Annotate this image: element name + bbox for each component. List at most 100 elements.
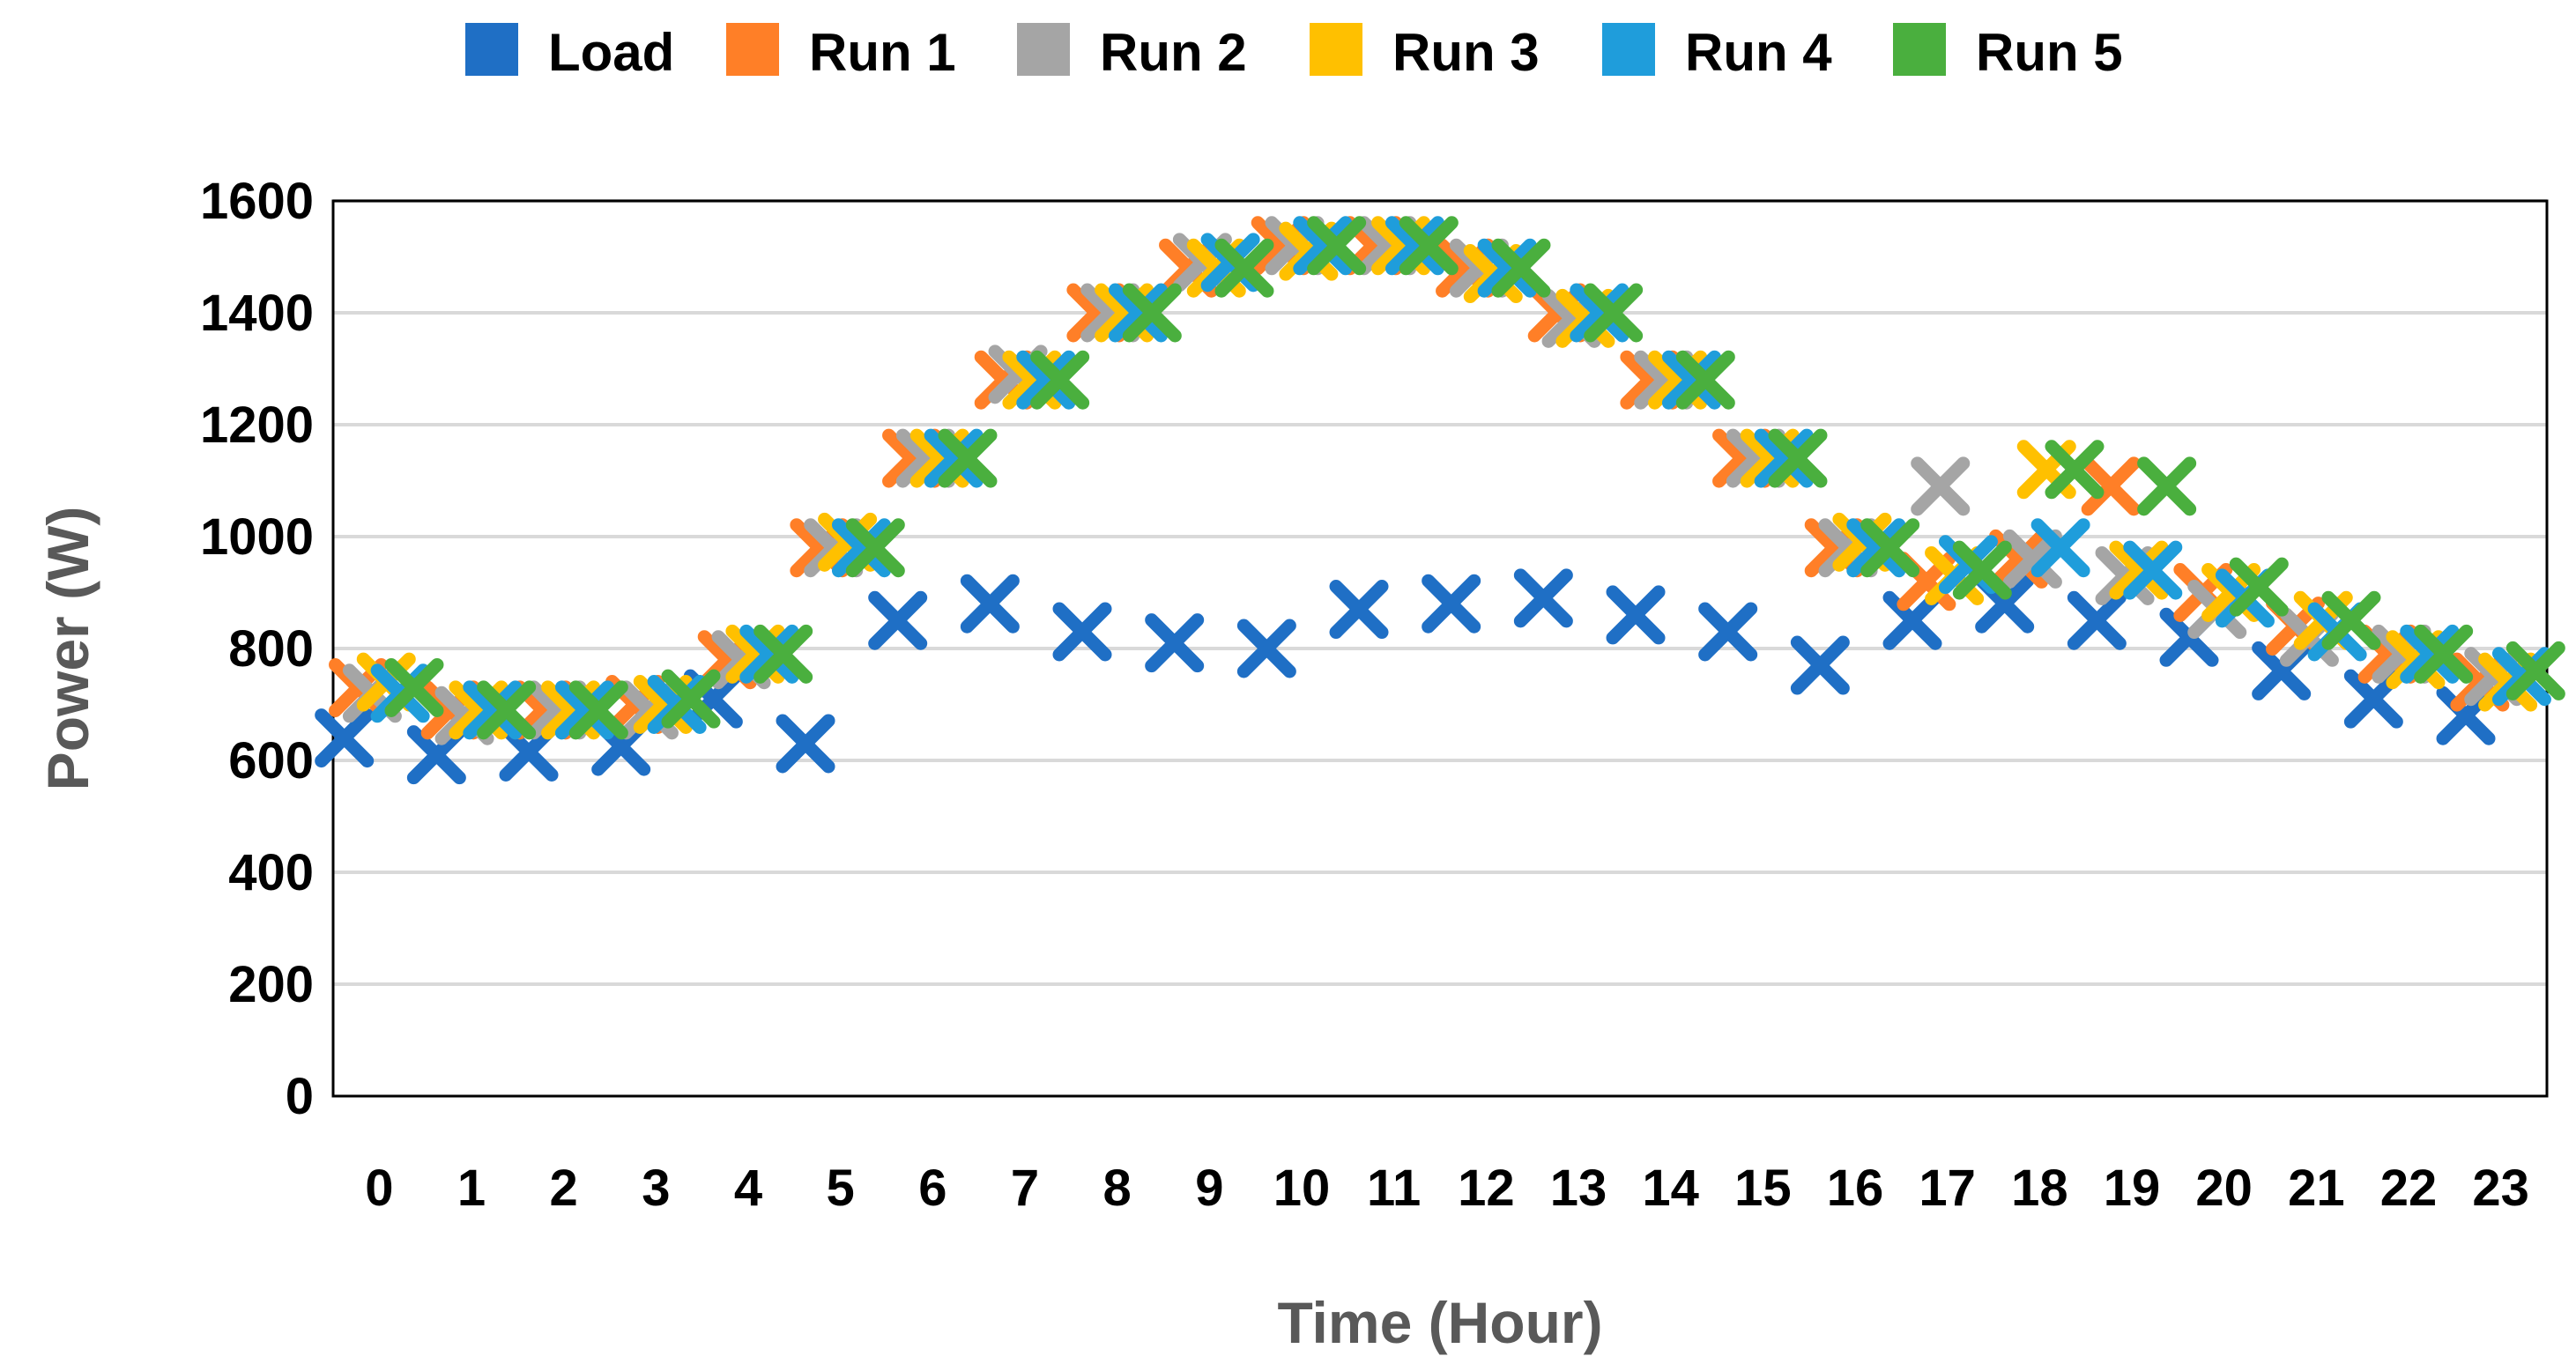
- data-point: [554, 680, 614, 740]
- data-point: [1214, 238, 1274, 298]
- data-point: [2414, 624, 2474, 684]
- y-tick-label: 800: [228, 620, 314, 678]
- data-point: [845, 518, 905, 578]
- x-tick-label: 3: [642, 1160, 670, 1217]
- series-run-4: [370, 216, 2551, 740]
- data-point: [1952, 540, 2012, 600]
- legend-item: Run 1: [726, 23, 956, 82]
- data-point: [1584, 283, 1644, 343]
- y-tick-label: 0: [286, 1068, 314, 1125]
- data-point: [1329, 580, 1389, 640]
- legend-item: Run 5: [1893, 23, 2123, 82]
- x-tick-label: 21: [2288, 1160, 2345, 1217]
- x-tick-label: 15: [1734, 1160, 1792, 1217]
- x-tick-label: 9: [1195, 1160, 1223, 1217]
- x-tick-label: 13: [1550, 1160, 1607, 1217]
- legend-item: Run 2: [1017, 23, 1247, 82]
- data-point: [1790, 635, 1850, 695]
- data-point: [1768, 428, 1828, 488]
- data-point: [2067, 590, 2127, 650]
- x-tick-label: 2: [550, 1160, 578, 1217]
- legend: Load Run 1 Run 2 Run 3 Run 4 Run 5: [465, 23, 2123, 82]
- legend-label: Run 5: [1976, 23, 2123, 82]
- data-point: [753, 624, 813, 684]
- data-point: [1108, 283, 1168, 343]
- data-point: [2505, 641, 2565, 700]
- data-point: [1661, 350, 1721, 410]
- series-run-5: [384, 216, 2565, 740]
- data-point: [2321, 590, 2381, 650]
- legend-swatch: [1310, 23, 1362, 76]
- data-point: [1422, 574, 1481, 634]
- x-tick-label: 6: [918, 1160, 947, 1217]
- y-tick-label: 200: [228, 956, 314, 1013]
- data-point: [463, 680, 523, 740]
- data-point: [1477, 238, 1537, 298]
- data-point: [384, 657, 444, 717]
- x-tick-label: 1: [457, 1160, 486, 1217]
- legend-label: Run 4: [1685, 23, 1832, 82]
- y-tick-label: 1000: [200, 508, 314, 566]
- data-point: [477, 680, 537, 740]
- y-tick-label: 1200: [200, 396, 314, 454]
- data-point: [1145, 613, 1205, 673]
- data-point: [661, 669, 721, 729]
- data-point: [406, 725, 466, 785]
- data-point: [739, 624, 799, 684]
- data-point: [1052, 602, 1112, 662]
- data-point: [960, 574, 1020, 634]
- legend-swatch: [465, 23, 518, 76]
- data-point: [2030, 518, 2090, 578]
- legend-swatch: [1017, 23, 1070, 76]
- x-tick-label: 14: [1642, 1160, 1699, 1217]
- data-point: [1307, 216, 1367, 276]
- data-point: [1491, 238, 1551, 298]
- legend-swatch: [1602, 23, 1655, 76]
- data-series: [315, 216, 2565, 785]
- data-point: [1016, 350, 1076, 410]
- data-point: [1754, 428, 1814, 488]
- data-point: [924, 428, 984, 488]
- x-tick-label: 22: [2380, 1160, 2438, 1217]
- x-tick-label: 4: [734, 1160, 762, 1217]
- data-point: [831, 518, 891, 578]
- x-tick-label: 11: [1367, 1160, 1421, 1217]
- x-tick-label: 5: [827, 1160, 855, 1217]
- data-point: [2137, 456, 2197, 516]
- legend-label: Run 1: [809, 23, 956, 82]
- series-run-2: [342, 216, 2524, 745]
- x-tick-label: 0: [365, 1160, 393, 1217]
- series-load: [315, 568, 2496, 785]
- legend-item: Run 4: [1602, 23, 1832, 82]
- data-point: [2109, 540, 2169, 600]
- legend-label: Run 3: [1392, 23, 1540, 82]
- x-tick-label: 20: [2195, 1160, 2253, 1217]
- x-tick-label: 18: [2011, 1160, 2068, 1217]
- data-point: [1860, 518, 1920, 578]
- legend-item: Load: [465, 23, 674, 82]
- x-tick-label: 12: [1458, 1160, 1515, 1217]
- data-point: [315, 708, 375, 768]
- data-point: [2400, 624, 2460, 684]
- data-point: [2123, 540, 2183, 600]
- x-tick-label: 17: [1919, 1160, 1976, 1217]
- data-point: [2229, 557, 2289, 617]
- y-axis-title: Power (W): [35, 507, 100, 791]
- y-tick-label: 1400: [200, 285, 314, 342]
- data-point: [1698, 602, 1758, 662]
- x-tick-label: 8: [1103, 1160, 1132, 1217]
- data-point: [1293, 216, 1353, 276]
- data-point: [2081, 456, 2141, 516]
- data-point: [1236, 619, 1296, 678]
- data-point: [1911, 456, 1971, 516]
- data-point: [938, 428, 998, 488]
- x-tick-label: 16: [1827, 1160, 1884, 1217]
- data-point: [1846, 518, 1906, 578]
- data-point: [868, 590, 928, 650]
- y-tick-label: 400: [228, 844, 314, 901]
- x-tick-label: 10: [1273, 1160, 1331, 1217]
- legend-label: Run 2: [1100, 23, 1247, 82]
- x-tick-label: 7: [1011, 1160, 1039, 1217]
